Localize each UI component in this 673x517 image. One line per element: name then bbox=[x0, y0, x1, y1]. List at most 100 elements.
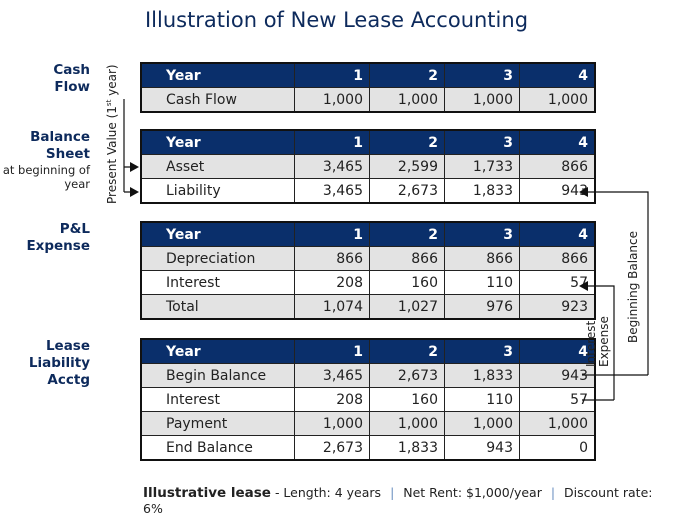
cell-year-1: 1,000 bbox=[294, 87, 370, 113]
section-label-balance-sheet: Balance Sheet at beginning of year bbox=[0, 129, 90, 191]
cell-year-2: 1,027 bbox=[369, 294, 445, 320]
arrow-to-interest-4-icon bbox=[579, 281, 588, 291]
row-label: End Balance bbox=[140, 435, 295, 461]
cell-year-3: 3 bbox=[444, 221, 520, 247]
cell-year-4: 1,000 bbox=[519, 411, 596, 436]
cell-year-2: 866 bbox=[369, 246, 445, 271]
footer-lead: Illustrative lease bbox=[143, 485, 271, 501]
pl-expense-table: Year 1 2 3 4 Depreciation 866 866 866 866 Interest… bbox=[140, 221, 596, 320]
cell-year-4: 923 bbox=[519, 294, 596, 320]
table-row: Liability 3,465 2,673 1,833 943 bbox=[140, 178, 596, 204]
cell-year-2: 160 bbox=[369, 270, 445, 295]
cell-year-1: 1,074 bbox=[294, 294, 370, 320]
cell-year-3: 3 bbox=[444, 129, 520, 155]
cell-year-4: 57 bbox=[519, 270, 596, 295]
cell-year-1: 3,465 bbox=[294, 178, 370, 204]
cell-year-3: 1,000 bbox=[444, 411, 520, 436]
cell-year-4: 943 bbox=[519, 363, 596, 388]
row-label: Total bbox=[140, 294, 295, 320]
cell-year-1: 208 bbox=[294, 270, 370, 295]
row-label: Cash Flow bbox=[140, 87, 295, 113]
cell-year-2: 2 bbox=[369, 62, 445, 88]
table-row: Interest 208 160 110 57 bbox=[140, 270, 596, 295]
cell-year-3: 943 bbox=[444, 435, 520, 461]
cell-year-1: 3,465 bbox=[294, 363, 370, 388]
cell-year-4: 0 bbox=[519, 435, 596, 461]
cell-year-1: 2,673 bbox=[294, 435, 370, 461]
cell-year-4: 866 bbox=[519, 246, 596, 271]
row-label: Depreciation bbox=[140, 246, 295, 271]
section-label-pl-expense: P&L Expense bbox=[26, 221, 90, 254]
row-label: Year bbox=[140, 62, 295, 88]
table-row: End Balance 2,673 1,833 943 0 bbox=[140, 435, 596, 461]
beginning-balance-connector bbox=[582, 191, 649, 376]
row-label: Year bbox=[140, 129, 295, 155]
table-row: Interest 208 160 110 57 bbox=[140, 387, 596, 412]
cell-year-3: 110 bbox=[444, 270, 520, 295]
cell-year-4: 4 bbox=[519, 338, 596, 364]
arrow-to-asset-icon bbox=[130, 162, 139, 172]
row-label: Begin Balance bbox=[140, 363, 295, 388]
cell-year-1: 1 bbox=[294, 221, 370, 247]
footer-discount: Discount rate: 6% bbox=[143, 485, 653, 516]
header-row: Year 1 2 3 4 bbox=[140, 62, 596, 88]
table-row: Asset 3,465 2,599 1,733 866 bbox=[140, 154, 596, 179]
present-value-label: Present Value (1st year) bbox=[105, 64, 119, 204]
cell-year-1: 208 bbox=[294, 387, 370, 412]
footer-length: - Length: 4 years bbox=[274, 485, 382, 500]
pv-connector-line bbox=[123, 99, 132, 193]
cell-year-3: 976 bbox=[444, 294, 520, 320]
cell-year-4: 4 bbox=[519, 62, 596, 88]
cell-year-1: 1 bbox=[294, 129, 370, 155]
cell-year-1: 3,465 bbox=[294, 154, 370, 179]
balance-sheet-subtitle: at beginning of year bbox=[2, 163, 90, 191]
interest-expense-connector bbox=[582, 285, 615, 401]
footer-separator: | bbox=[550, 485, 556, 500]
cell-year-1: 1 bbox=[294, 338, 370, 364]
row-label: Interest bbox=[140, 270, 295, 295]
row-label: Payment bbox=[140, 411, 295, 436]
row-label: Liability bbox=[140, 178, 295, 204]
row-label: Asset bbox=[140, 154, 295, 179]
footer-lease-terms: Illustrative lease - Length: 4 years | N… bbox=[143, 485, 673, 516]
cell-year-4: 1,000 bbox=[519, 87, 596, 113]
cell-year-3: 866 bbox=[444, 246, 520, 271]
cell-year-2: 2,673 bbox=[369, 363, 445, 388]
balance-sheet-title: Balance Sheet bbox=[30, 129, 90, 162]
cell-year-2: 1,833 bbox=[369, 435, 445, 461]
table-row: Cash Flow 1,000 1,000 1,000 1,000 bbox=[140, 87, 596, 113]
footer-separator: | bbox=[390, 485, 395, 500]
balance-sheet-table: Year 1 2 3 4 Asset 3,465 2,599 1,733 866 Liability… bbox=[140, 129, 596, 204]
cell-year-3: 1,733 bbox=[444, 154, 520, 179]
row-label: Year bbox=[140, 338, 295, 364]
arrow-to-liability-icon bbox=[130, 187, 139, 197]
footer-rent: Net Rent: $1,000/year bbox=[403, 485, 542, 500]
section-label-cash-flow: Cash Flow bbox=[53, 62, 90, 95]
cell-year-3: 110 bbox=[444, 387, 520, 412]
table-row: Begin Balance 3,465 2,673 1,833 943 bbox=[140, 363, 596, 388]
cell-year-2: 2,599 bbox=[369, 154, 445, 179]
cell-year-3: 1,833 bbox=[444, 363, 520, 388]
cash-flow-table: Year 1 2 3 4 Cash Flow 1,000 1,000 1,000 1,000 bbox=[140, 62, 596, 113]
cell-year-1: 1 bbox=[294, 62, 370, 88]
header-row: Year 1 2 3 4 bbox=[140, 221, 596, 247]
cell-year-3: 1,833 bbox=[444, 178, 520, 204]
cell-year-4: 943 bbox=[519, 178, 596, 204]
cell-year-4: 4 bbox=[519, 129, 596, 155]
section-label-lease-liability: Lease Liability Acctg bbox=[28, 338, 90, 388]
cell-year-4: 57 bbox=[519, 387, 596, 412]
cell-year-2: 2 bbox=[369, 221, 445, 247]
lease-liability-table: Year 1 2 3 4 Begin Balance 3,465 2,673 1,833 943 I… bbox=[140, 338, 596, 461]
arrow-to-liability-4-icon bbox=[579, 187, 588, 197]
header-row: Year 1 2 3 4 bbox=[140, 129, 596, 155]
row-label: Interest bbox=[140, 387, 295, 412]
cell-year-2: 1,000 bbox=[369, 87, 445, 113]
cell-year-1: 1,000 bbox=[294, 411, 370, 436]
table-row: Payment 1,000 1,000 1,000 1,000 bbox=[140, 411, 596, 436]
table-row: Total 1,074 1,027 976 923 bbox=[140, 294, 596, 320]
cell-year-2: 2 bbox=[369, 338, 445, 364]
cell-year-1: 866 bbox=[294, 246, 370, 271]
beginning-balance-label: Beginning Balance bbox=[626, 230, 640, 343]
